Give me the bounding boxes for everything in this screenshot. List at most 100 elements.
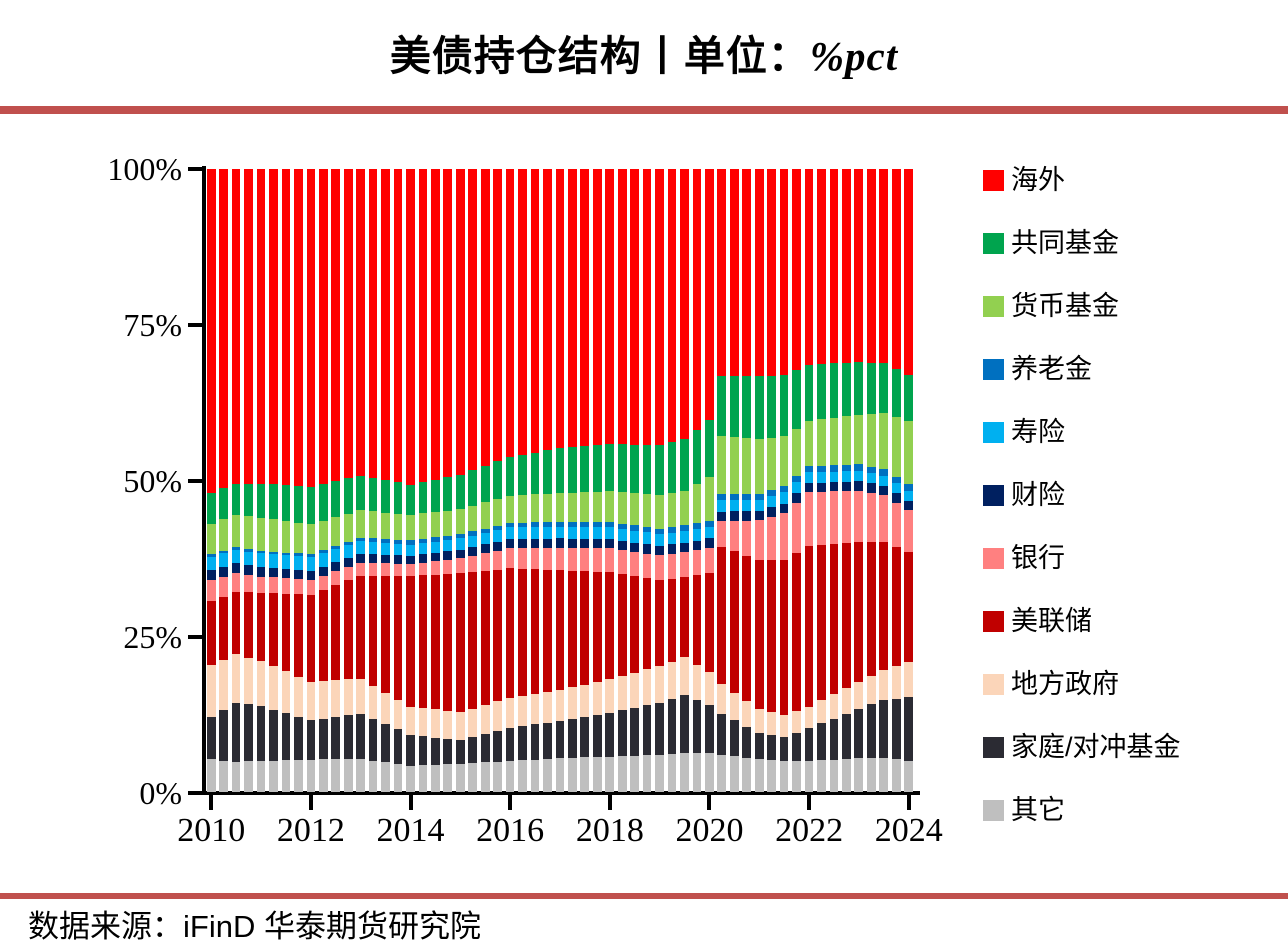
bar-segment [580, 548, 590, 572]
bar-segment [269, 593, 278, 667]
bar-segment [804, 545, 814, 707]
bar-segment [530, 693, 540, 725]
bar-segment [792, 493, 801, 503]
bar-segment [318, 680, 328, 719]
bar-segment [393, 555, 403, 564]
bar-slot [367, 169, 379, 792]
bar-slot [305, 169, 317, 792]
bar-segment [231, 654, 241, 703]
bar-segment [493, 761, 502, 792]
bar-segment [518, 695, 527, 727]
bar-segment [418, 513, 428, 539]
bar-segment [555, 689, 565, 721]
bar-segment [592, 491, 602, 523]
bar-segment [256, 567, 266, 577]
bar-segment [630, 551, 639, 577]
bar-segment [692, 429, 702, 484]
bar-segment [642, 705, 652, 756]
bar-segment [443, 764, 453, 792]
bar-segment [792, 370, 801, 429]
bar-segment [904, 374, 913, 421]
bar-segment [792, 760, 801, 792]
bottom-divider [0, 893, 1288, 899]
bar-segment [705, 526, 714, 539]
bar-segment [406, 514, 415, 541]
bar-segment [592, 527, 602, 539]
bar-segment [642, 578, 652, 670]
bar-segment [455, 534, 465, 539]
bar-segment [630, 493, 639, 526]
bar-segment [356, 713, 366, 759]
legend-swatch [983, 548, 1004, 569]
x-tick-label: 2016 [476, 812, 545, 849]
bar-segment [891, 368, 901, 417]
bar-segment [381, 169, 390, 481]
bar-segment [443, 738, 453, 765]
bar-segment [705, 521, 714, 527]
legend-item: 养老金 [983, 356, 1181, 383]
bar-segment [804, 492, 814, 546]
bar-segment [605, 539, 615, 549]
bar-segment [904, 501, 913, 511]
bar-segment [617, 540, 627, 551]
bar-segment [729, 756, 739, 792]
bar-segment [318, 759, 328, 792]
bar-segment [244, 549, 253, 552]
bar-segment [543, 450, 552, 494]
bar-segment [294, 485, 303, 523]
bar-segment [393, 543, 403, 556]
bar-segment [891, 698, 901, 760]
bar-segment [754, 732, 764, 759]
bar-segment [680, 490, 689, 526]
bar [393, 168, 403, 792]
bar [717, 169, 727, 792]
bar-segment [742, 757, 752, 792]
bar-segment [879, 169, 889, 363]
plot-area [205, 168, 915, 792]
bar-segment [754, 493, 764, 500]
bar [879, 169, 889, 792]
bar-segment [393, 729, 403, 765]
bar-segment [281, 713, 291, 761]
bar-segment [381, 542, 390, 555]
bar-segment [817, 491, 826, 545]
bar [256, 169, 266, 792]
bar-segment [717, 499, 727, 512]
bar-segment [630, 672, 639, 708]
bar [630, 169, 639, 792]
legend-swatch [983, 233, 1004, 254]
bar-segment [605, 712, 615, 757]
bar-segment [368, 760, 378, 792]
bar-segment [443, 559, 453, 574]
bar-segment [244, 761, 253, 792]
bar-segment [480, 532, 490, 545]
bar-segment [381, 762, 390, 792]
bar-segment [281, 552, 291, 556]
bar-segment [904, 697, 913, 761]
bar-segment [269, 709, 278, 761]
bar-segment [555, 448, 565, 494]
legend-label: 家庭/对冲基金 [1011, 732, 1181, 762]
bar-segment [505, 169, 515, 457]
bar-segment [655, 534, 664, 546]
bar-segment [406, 544, 415, 556]
bar-segment [717, 714, 727, 755]
bar-segment [231, 702, 241, 763]
bar [455, 169, 465, 792]
bar-segment [505, 539, 515, 549]
bar-segment [294, 594, 303, 677]
bar-segment [817, 419, 826, 466]
bar-segment [505, 727, 515, 761]
bar-segment [269, 551, 278, 555]
bar-segment [518, 726, 527, 761]
bar-slot [330, 169, 342, 792]
bar-slot [255, 169, 267, 792]
bar-segment [493, 529, 502, 542]
bar-segment [792, 732, 801, 761]
bar-segment [443, 551, 453, 560]
bar-segment [493, 550, 502, 570]
bar-segment [879, 475, 889, 486]
bar-segment [879, 412, 889, 469]
bar-segment [306, 486, 316, 525]
bar-segment [306, 557, 316, 571]
